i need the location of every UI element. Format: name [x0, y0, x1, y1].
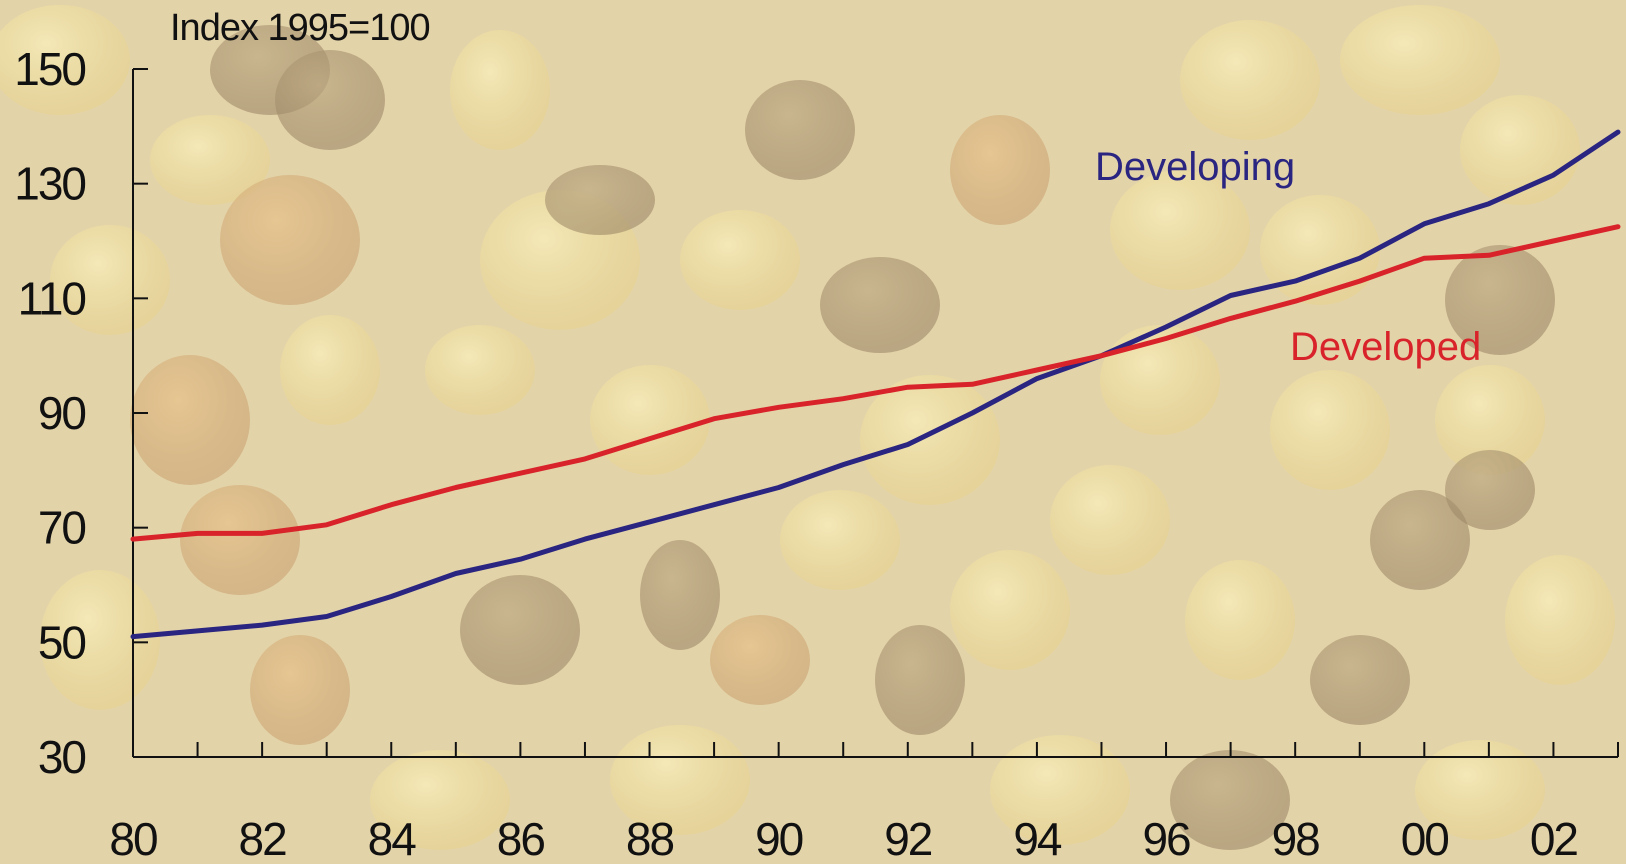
y-tick-label: 150: [14, 43, 85, 95]
y-tick-label: 110: [18, 272, 86, 324]
y-tick-label: 90: [38, 387, 86, 439]
x-tick-label: 90: [755, 813, 803, 864]
x-tick-label: 02: [1530, 813, 1578, 864]
x-tick-label: 80: [109, 813, 157, 864]
series-lines: [130, 129, 1621, 640]
series-line-developing: [130, 129, 1621, 640]
x-ticks: 80 82 84 86 88 90 92 94 96 98 00 02: [109, 742, 1619, 864]
x-tick-label: 92: [884, 813, 932, 864]
y-tick-label: 30: [38, 731, 86, 783]
y-tick-label: 50: [38, 616, 86, 668]
y-tick-label: 70: [38, 502, 86, 554]
x-tick-label: 94: [1013, 813, 1062, 864]
x-tick-label: 00: [1401, 813, 1449, 864]
x-tick-label: 82: [239, 813, 287, 864]
series-line-developed: [130, 224, 1621, 542]
y-ticks: 30 50 70 90 110 130 150: [14, 43, 148, 783]
series-label-developing: Developing: [1095, 145, 1295, 189]
x-tick-label: 86: [497, 813, 545, 864]
unit-label: Index 1995=100: [170, 7, 430, 49]
series-label-developed: Developed: [1290, 325, 1481, 369]
x-tick-label: 88: [626, 813, 674, 864]
x-tick-label: 96: [1142, 813, 1190, 864]
x-tick-label: 98: [1272, 813, 1320, 864]
x-tick-label: 84: [368, 813, 417, 864]
y-tick-label: 130: [14, 158, 85, 210]
